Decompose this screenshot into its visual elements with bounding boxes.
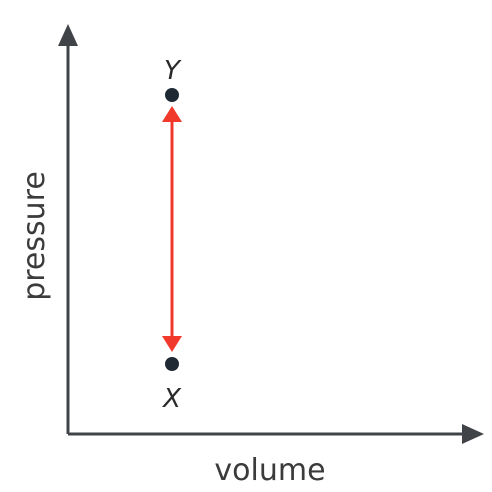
- point-x: [165, 357, 179, 371]
- point-y: [165, 88, 179, 102]
- process-arrowhead-top: [162, 106, 182, 122]
- point-y-label: Y: [164, 56, 182, 86]
- x-axis-arrowhead: [462, 424, 484, 444]
- y-axis-label: pressure: [17, 171, 52, 301]
- y-axis-arrowhead: [58, 24, 78, 46]
- process-arrowhead-bottom: [162, 336, 182, 352]
- point-x-label: X: [161, 384, 182, 414]
- x-axis-label: volume: [214, 453, 325, 488]
